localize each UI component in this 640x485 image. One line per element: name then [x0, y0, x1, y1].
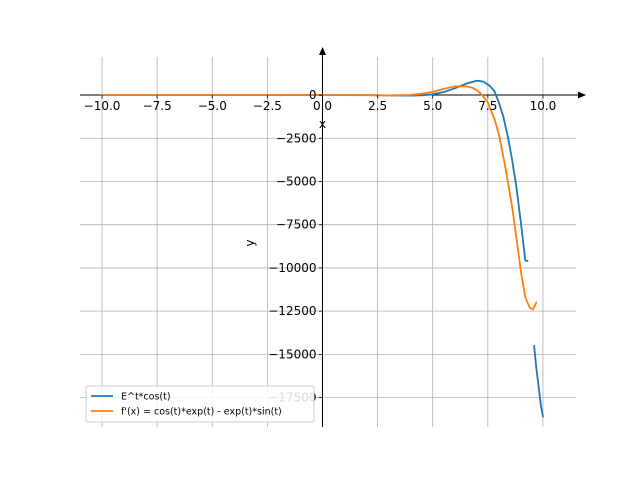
y-tick-label-1: −2500 [276, 131, 317, 145]
series-layer [101, 79, 544, 418]
legend-frame [85, 385, 315, 423]
x-tick-label-4: 0.0 [313, 99, 332, 113]
series-1-line-segment-2 [533, 344, 544, 418]
y-tick-label-4: −10000 [268, 261, 316, 275]
x-tick-label-7: 7.5 [478, 99, 497, 113]
y-tick-label-5: −12500 [268, 304, 316, 318]
legend-label-series-1: E^t*cos(t) [121, 392, 171, 403]
series-2-line-segment-1 [101, 85, 538, 311]
grid-layer [80, 57, 576, 427]
x-tick-label-6: 5.0 [423, 99, 442, 113]
x-axis-label: x [319, 117, 326, 131]
y-axis-label: y [243, 239, 257, 246]
x-tick-label-1: −7.5 [143, 99, 172, 113]
x-tick-label-5: 2.5 [368, 99, 387, 113]
x-axis-arrow [578, 91, 586, 99]
x-tick-label-3: −2.5 [253, 99, 282, 113]
x-tick-label-2: −5.0 [198, 99, 227, 113]
legend-label-series-2: f'(x) = cos(t)*exp(t) - exp(t)*sin(t) [121, 407, 282, 418]
ticks-layer: −10.0 −7.5 −5.0 −2.5 0.0 2.5 5.0 7.5 10.0 0 −2500 −… [84, 88, 557, 405]
x-tick-label-8: 10.0 [530, 99, 557, 113]
y-tick-label-6: −15000 [268, 347, 316, 361]
x-tick-label-0: −10.0 [84, 99, 121, 113]
y-tick-label-3: −7500 [276, 218, 317, 232]
y-tick-label-0: 0 [309, 88, 317, 102]
y-tick-label-2: −5000 [276, 174, 317, 188]
y-axis-arrow [318, 47, 326, 55]
legend: E^t*cos(t) f'(x) = cos(t)*exp(t) - exp(t… [85, 385, 315, 423]
